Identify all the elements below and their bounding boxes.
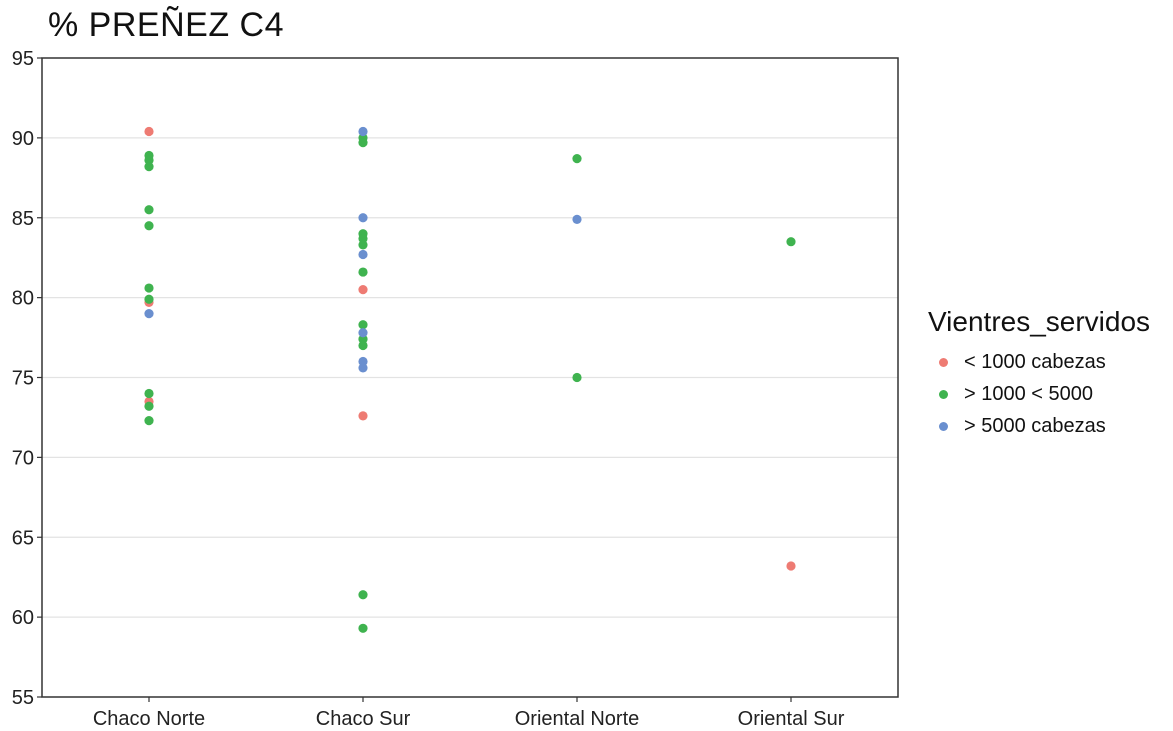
data-point xyxy=(358,334,368,344)
chart-title: % PREÑEZ C4 xyxy=(48,6,284,44)
data-point xyxy=(358,623,368,633)
data-point xyxy=(144,221,154,231)
y-axis: 55 60 65 70 75 80 85 90 95 xyxy=(12,48,42,709)
y-tick-label: 80 xyxy=(12,288,34,310)
data-point xyxy=(786,237,796,247)
data-point xyxy=(144,388,154,399)
legend-dot xyxy=(939,357,948,367)
legend-title: Vientres_servidos xyxy=(928,306,1151,337)
data-point xyxy=(572,372,582,383)
data-point xyxy=(144,283,154,293)
legend: Vientres_servidos < 1000 cabezas > 1000 … xyxy=(928,306,1150,442)
legend-label: > 5000 cabezas xyxy=(964,414,1106,437)
data-point xyxy=(144,126,154,137)
data-point xyxy=(358,590,368,600)
legend-item-1000-5000: > 1000 < 5000 xyxy=(928,378,1150,410)
data-point xyxy=(358,213,368,223)
x-tick-label: Chaco Sur xyxy=(316,708,411,730)
data-point xyxy=(144,155,154,165)
legend-label: < 1000 cabezas xyxy=(964,350,1106,373)
y-tick-label: 70 xyxy=(12,447,34,469)
data-point xyxy=(358,356,368,367)
data-point xyxy=(572,214,582,224)
legend-label: > 1000 < 5000 xyxy=(964,382,1094,405)
data-point xyxy=(786,561,796,571)
data-points xyxy=(144,126,796,633)
legend-item-gt-5000: > 5000 cabezas xyxy=(928,410,1150,442)
data-point xyxy=(358,249,368,260)
x-axis: Chaco Norte Chaco Sur Oriental Norte Orient… xyxy=(93,697,845,730)
data-point xyxy=(358,320,368,330)
legend-dot xyxy=(939,421,948,431)
data-point xyxy=(358,328,368,338)
data-point xyxy=(358,233,368,244)
data-point xyxy=(358,340,368,351)
data-point xyxy=(144,401,154,411)
y-tick-label: 75 xyxy=(12,368,34,390)
data-point xyxy=(144,162,154,172)
y-tick-label: 55 xyxy=(12,687,34,709)
data-point xyxy=(358,411,368,421)
x-tick-label: Chaco Norte xyxy=(93,708,205,730)
data-point xyxy=(144,294,154,304)
x-tick-label: Oriental Sur xyxy=(738,708,845,730)
data-point xyxy=(358,285,368,295)
data-point xyxy=(358,240,368,250)
y-tick-label: 95 xyxy=(12,48,34,70)
y-tick-label: 85 xyxy=(12,208,34,230)
data-point xyxy=(358,138,368,148)
data-point xyxy=(358,363,368,373)
y-tick-label: 65 xyxy=(12,527,34,549)
y-tick-label: 60 xyxy=(12,607,34,629)
data-point xyxy=(144,205,154,215)
x-tick-label: Oriental Norte xyxy=(515,708,640,730)
data-point xyxy=(358,267,368,277)
legend-dot xyxy=(939,389,948,399)
data-point xyxy=(358,126,368,137)
legend-item-lt-1000: < 1000 cabezas xyxy=(928,346,1150,378)
data-point xyxy=(144,309,154,319)
data-point xyxy=(144,416,154,426)
grid-lines xyxy=(42,137,898,618)
y-tick-label: 90 xyxy=(12,128,34,150)
data-point xyxy=(572,154,582,164)
